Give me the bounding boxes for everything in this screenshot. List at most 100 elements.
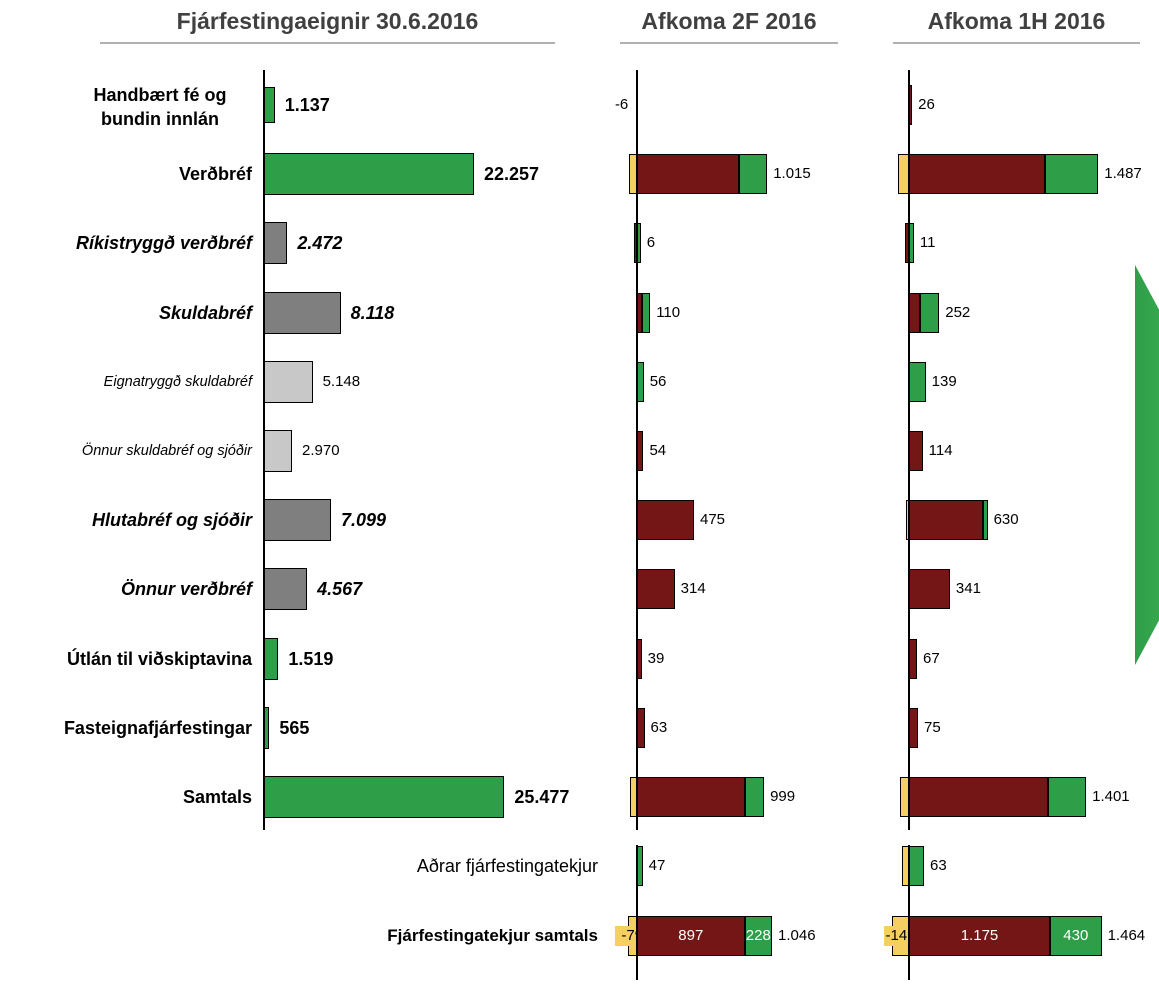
bar-segment — [637, 707, 645, 748]
category-label: Skuldabréf — [158, 302, 252, 323]
total-label: 252 — [945, 303, 971, 321]
axis-line — [908, 845, 910, 980]
total-label: 110 — [656, 303, 681, 321]
bar-segment — [637, 846, 643, 886]
category-label: Ríkistryggð verðbréf — [75, 233, 252, 254]
bar-segment — [637, 500, 694, 541]
bar-segment — [637, 431, 644, 471]
category-label: Önnur skuldabréf og sjóðir — [81, 443, 252, 459]
axis-line — [636, 70, 638, 830]
total-label: 475 — [700, 511, 726, 529]
bar-segment — [745, 777, 765, 817]
bar-segment — [909, 361, 926, 402]
chart-title: Afkoma 2F 2016 — [641, 8, 817, 34]
row-label: Aðrar fjárfestingatekjur — [416, 856, 598, 876]
bar-segment — [637, 916, 745, 956]
bar-segment — [909, 569, 950, 610]
segment-label: 1.175 — [960, 927, 999, 944]
chart-title: Fjárfestingaeignir 30.6.2016 — [176, 8, 479, 34]
category-label: Handbært fé og bundin innlán — [93, 85, 227, 129]
bar-segment — [983, 500, 988, 541]
title-underline — [893, 42, 1140, 44]
value-label: 8.118 — [350, 302, 395, 323]
axis-line — [263, 70, 265, 830]
category-label: Samtals — [182, 787, 252, 807]
category-label: Útlán til viðskiptavina — [66, 648, 252, 669]
total-label: 1.487 — [1104, 165, 1142, 183]
category-label: Fasteignafjárfestingar — [63, 717, 252, 738]
bar-segment — [909, 846, 924, 886]
total-label: 1.464 — [1107, 927, 1146, 944]
total-label: 67 — [923, 649, 940, 667]
total-label: 26 — [918, 96, 935, 113]
segment-label: 430 — [1063, 927, 1089, 944]
total-label: 1.015 — [773, 165, 811, 183]
bar — [264, 637, 279, 680]
bar-segment — [642, 292, 651, 333]
category-label: Önnur verðbréf — [120, 579, 252, 600]
row-label: Fjárfestingatekjur samtals — [387, 926, 598, 945]
bar — [264, 291, 341, 334]
total-label: 39 — [647, 649, 665, 667]
total-label: 630 — [993, 511, 1019, 529]
total-label: 47 — [648, 857, 666, 874]
bar-segment — [1050, 916, 1102, 956]
bar-segment — [637, 361, 644, 402]
total-label: 1.401 — [1092, 788, 1130, 805]
bar-segment — [909, 431, 923, 471]
total-label: 75 — [924, 718, 941, 736]
total-label: 11 — [919, 234, 936, 252]
bar-segment — [909, 292, 921, 333]
axis-line — [636, 845, 638, 980]
total-label: 56 — [649, 372, 667, 390]
bar — [264, 87, 275, 123]
total-label: 54 — [649, 442, 667, 459]
bar — [264, 360, 313, 403]
bar-segment — [920, 292, 940, 333]
value-label: 2.472 — [297, 233, 343, 254]
value-label: 565 — [279, 717, 310, 738]
total-label: -6 — [614, 96, 629, 113]
bar-segment — [909, 500, 984, 541]
value-label: 25.477 — [514, 787, 570, 807]
bar-segment — [909, 707, 918, 748]
title-underline — [100, 42, 555, 44]
value-label: 7.099 — [340, 510, 386, 531]
bar-segment — [637, 154, 739, 195]
bar-segment — [909, 154, 1046, 195]
chart-title: Afkoma 1H 2016 — [927, 8, 1106, 34]
arrow — [1135, 265, 1159, 665]
total-label: 314 — [680, 580, 706, 598]
segment-label: 897 — [678, 927, 704, 944]
bar — [264, 776, 505, 818]
total-label: 1.046 — [778, 927, 816, 944]
segment-label: 228 — [745, 927, 771, 944]
bar-segment — [637, 777, 745, 817]
value-label: 1.519 — [288, 648, 334, 669]
bar-segment — [739, 154, 768, 195]
value-label: 1.137 — [284, 95, 330, 115]
bar-segment — [637, 569, 675, 610]
bar — [264, 499, 331, 542]
total-label: 63 — [930, 857, 947, 874]
total-label: 63 — [650, 718, 668, 736]
bar — [264, 153, 474, 196]
bar-segment — [744, 916, 772, 956]
total-label: 6 — [646, 234, 656, 252]
category-label: Eignatryggð skuldabréf — [103, 373, 252, 390]
total-label: 341 — [955, 580, 981, 598]
bar — [264, 706, 270, 749]
value-label: 4.567 — [317, 579, 363, 600]
bar-segment — [1045, 154, 1099, 195]
value-label: 5.148 — [322, 372, 361, 390]
category-label: Hlutabréf og sjóðir — [91, 510, 252, 531]
value-label: 22.257 — [483, 164, 540, 185]
total-label: 999 — [770, 788, 796, 805]
title-underline — [620, 42, 838, 44]
total-label: 114 — [928, 442, 953, 459]
bar — [264, 568, 308, 611]
bar-segment — [909, 777, 1049, 817]
bar — [264, 222, 288, 265]
